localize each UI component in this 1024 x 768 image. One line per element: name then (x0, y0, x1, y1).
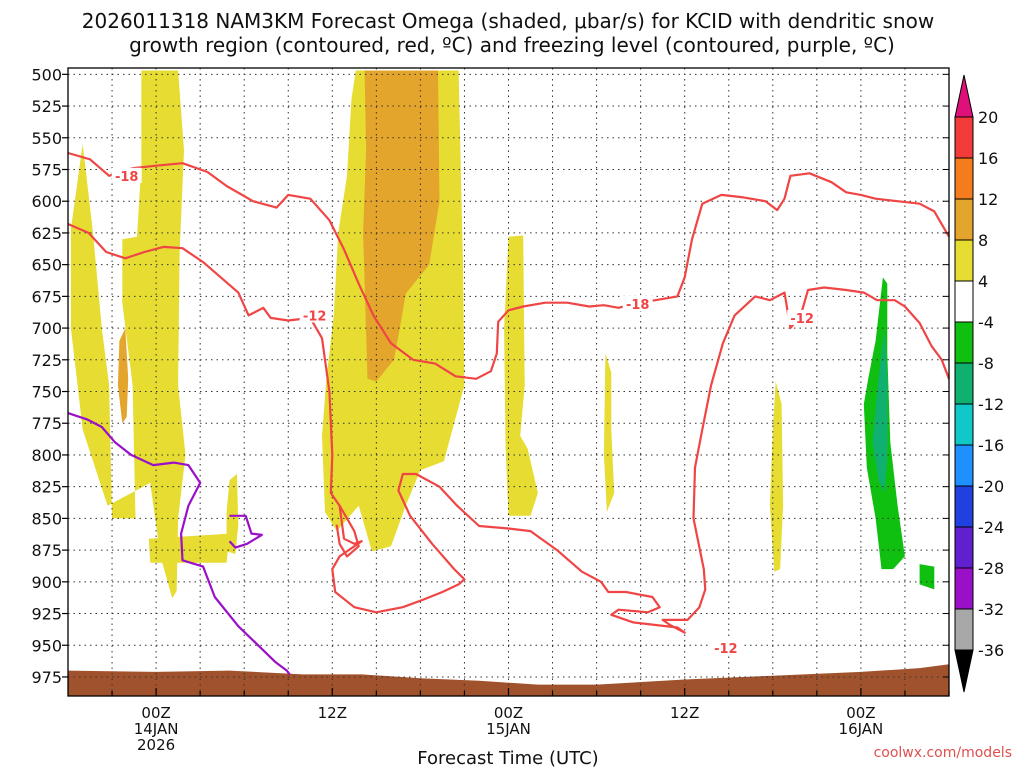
y-tick-label-575: 575 (31, 160, 62, 179)
contour-label-bg-5 (710, 639, 741, 655)
colorbar-label-8: -12 (978, 395, 1004, 414)
gridlines (68, 68, 950, 696)
ground-surface (68, 664, 949, 696)
colorbar-segment-12 (954, 567, 974, 610)
x-tick-label-1-1: 00Z (141, 704, 170, 722)
y-tick-label-700: 700 (31, 319, 62, 338)
colorbar-segment-11 (954, 526, 974, 569)
colorbar-segment-6 (954, 321, 974, 364)
chart-title-line-1: 2026011318 NAM3KM Forecast Omega (shaded… (82, 9, 934, 33)
colorbar-label-5: 4 (978, 272, 988, 291)
y-tick-label-800: 800 (31, 446, 62, 465)
contour-label-5: -12 (714, 642, 738, 657)
y-tick-label-925: 925 (31, 605, 62, 624)
x-tick-label-1-2: 14JAN (134, 720, 179, 738)
omega-region-1 (70, 70, 186, 599)
colorbar-segment-3 (954, 198, 974, 241)
colorbar-label-6: -4 (978, 313, 994, 332)
colorbar: 20 16 12 8 4 -4 -8 -12 -16 -20 -24 -28 -32 -36 (954, 74, 1004, 693)
omega-region-3 (363, 70, 440, 382)
colorbar-segment-8 (954, 403, 974, 446)
y-tick-label-675: 675 (31, 287, 62, 306)
colorbar-label-9: -16 (978, 436, 1004, 455)
contour-label-4: -12 (790, 312, 814, 327)
x-tick-label-5-1: 00Z (846, 704, 875, 722)
contour-label-1: -18 (115, 170, 139, 185)
contour-label-2: -12 (303, 309, 327, 324)
contour-label-bg-2 (299, 307, 330, 323)
omega-shading-layer (70, 70, 935, 599)
colorbar-label-1: 20 (978, 108, 998, 127)
y-tick-label-825: 825 (31, 478, 62, 497)
contour-dgz-minus12-ring (335, 505, 360, 558)
ground-layer (68, 664, 949, 696)
contour-freezing-level-loop (228, 514, 263, 549)
y-axis: 500 525 550 575 600 625 650 675 700 725 750 775 800 8… (31, 65, 949, 687)
omega-region-11 (872, 328, 888, 493)
x-tick-label-4-1: 12Z (670, 704, 699, 722)
contour-label-3: -18 (626, 298, 650, 313)
colorbar-segment-13 (954, 608, 974, 651)
credit-text: coolwx.com/models (874, 745, 1012, 761)
x-tick-label-3-2: 15JAN (486, 720, 531, 738)
y-tick-label-725: 725 (31, 351, 62, 370)
contour-label-layer: -18 -12 -18 -12 -12 (111, 167, 818, 657)
x-tick-label-3-1: 00Z (494, 704, 523, 722)
colorbar-label-14: -36 (978, 641, 1004, 660)
colorbar-label-2: 16 (978, 149, 998, 168)
omega-region-6 (226, 474, 239, 554)
omega-region-8 (603, 353, 615, 512)
contour-label-bg-1 (111, 167, 142, 183)
colorbar-segment-2 (954, 157, 974, 200)
contour-label-bg-3 (622, 295, 653, 311)
chart-title-line-2: growth region (contoured, red, ºC) and f… (129, 33, 895, 57)
y-tick-label-600: 600 (31, 192, 62, 211)
y-tick-label-650: 650 (31, 256, 62, 275)
colorbar-segment-5 (954, 280, 974, 323)
y-tick-label-900: 900 (31, 573, 62, 592)
x-tick-label-5-2: 16JAN (839, 720, 884, 738)
omega-region-4 (117, 328, 129, 424)
y-tick-label-875: 875 (31, 541, 62, 560)
y-tick-label-750: 750 (31, 383, 62, 402)
y-tick-label-625: 625 (31, 224, 62, 243)
colorbar-label-11: -24 (978, 518, 1004, 537)
omega-region-7 (504, 235, 538, 516)
omega-region-5 (148, 533, 230, 563)
colorbar-label-4: 8 (978, 231, 988, 250)
y-tick-label-550: 550 (31, 129, 62, 148)
y-tick-label-850: 850 (31, 509, 62, 528)
colorbar-segment-1 (954, 116, 974, 159)
colorbar-top-triangle (954, 74, 974, 118)
x-tick-label-1-3: 2026 (137, 736, 175, 754)
colorbar-label-10: -20 (978, 477, 1004, 496)
colorbar-label-12: -28 (978, 559, 1004, 578)
colorbar-segment-7 (954, 362, 974, 405)
y-tick-label-950: 950 (31, 636, 62, 655)
omega-region-9 (769, 381, 784, 572)
colorbar-segment-4 (954, 239, 974, 282)
colorbar-label-13: -32 (978, 600, 1004, 619)
y-tick-label-500: 500 (31, 65, 62, 84)
x-tick-label-2-1: 12Z (318, 704, 347, 722)
colorbar-bottom-triangle (954, 649, 974, 693)
y-tick-label-975: 975 (31, 668, 62, 687)
colorbar-label-7: -8 (978, 354, 994, 373)
omega-region-12 (919, 564, 935, 590)
colorbar-label-3: 12 (978, 190, 998, 209)
y-tick-label-525: 525 (31, 97, 62, 116)
contour-dgz-minus18-west (67, 151, 950, 380)
contour-label-bg-4 (787, 309, 818, 325)
contour-freezing-level (67, 412, 291, 676)
colorbar-segment-9 (954, 444, 974, 487)
x-axis-title: Forecast Time (UTC) (417, 748, 598, 768)
y-tick-label-775: 775 (31, 414, 62, 433)
colorbar-segment-10 (954, 485, 974, 528)
